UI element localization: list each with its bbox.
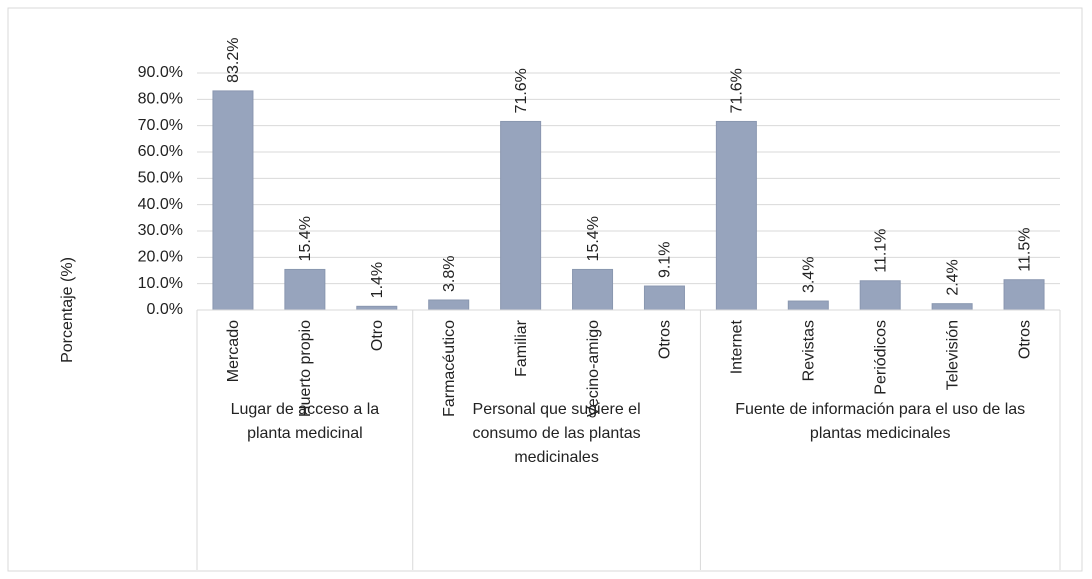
data-label: 3.8%: [441, 256, 458, 292]
x-tick-label: Familiar: [513, 319, 530, 377]
y-tick-label: 60.0%: [138, 143, 183, 160]
y-tick-label: 30.0%: [138, 222, 183, 239]
bar: [356, 305, 398, 311]
x-tick-label: Internet: [729, 319, 746, 374]
x-tick-label: Mercado: [225, 320, 242, 382]
bar: [643, 285, 685, 311]
y-tick-label: 90.0%: [138, 64, 183, 81]
bar: [284, 268, 326, 311]
y-tick-label: 0.0%: [147, 301, 183, 318]
chart-border: [7, 7, 1083, 572]
x-tick-label: Periódicos: [872, 320, 889, 395]
bar: [572, 268, 614, 311]
x-tick-label: Vecino-amigo: [585, 320, 602, 417]
y-tick-label: 10.0%: [138, 275, 183, 292]
y-tick-label: 20.0%: [138, 249, 183, 266]
x-tick-label: Otros: [657, 320, 674, 359]
x-tick-label: Otros: [1016, 320, 1033, 359]
bar: [500, 120, 542, 311]
y-tick-label: 70.0%: [138, 117, 183, 134]
x-tick-label: Televisión: [944, 320, 961, 390]
data-label: 3.4%: [801, 257, 818, 293]
data-label: 71.6%: [729, 68, 746, 113]
bar: [212, 90, 254, 311]
data-label: 11.1%: [872, 229, 889, 273]
bar: [715, 120, 757, 311]
group-label: Lugar de acceso a la planta medicinal: [230, 401, 380, 442]
y-tick-label: 80.0%: [138, 91, 183, 108]
bar: [428, 299, 470, 311]
data-label: 11.5%: [1016, 228, 1033, 272]
bar: [931, 303, 973, 311]
group-label: Personal que sugiere el consumo de las p…: [472, 401, 641, 466]
data-label: 15.4%: [585, 216, 602, 261]
x-tick-label: Huerto propio: [297, 320, 314, 417]
bar: [1003, 279, 1045, 311]
data-label: 83.2%: [225, 38, 242, 83]
group-label: Fuente de información para el uso de las…: [735, 401, 1026, 442]
bar: [859, 280, 901, 311]
y-tick-label: 50.0%: [138, 170, 183, 187]
data-label: 2.4%: [944, 259, 961, 295]
y-axis-title: Porcentaje (%): [59, 257, 76, 363]
data-label: 71.6%: [513, 68, 530, 113]
data-label: 15.4%: [297, 216, 314, 261]
data-label: 9.1%: [657, 242, 674, 278]
y-tick-label: 40.0%: [138, 196, 183, 213]
bar: [787, 300, 829, 311]
data-label: 1.4%: [369, 262, 386, 298]
x-tick-label: Farmacéutico: [441, 320, 458, 417]
x-tick-label: Otro: [369, 320, 386, 351]
x-tick-label: Revistas: [801, 320, 818, 381]
